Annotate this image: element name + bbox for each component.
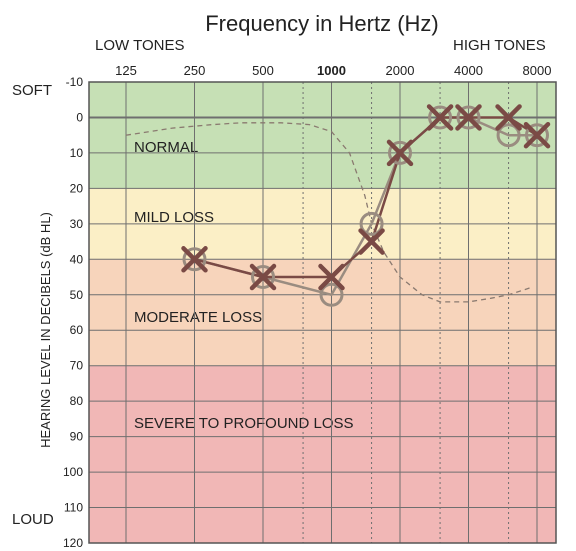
reference-curve xyxy=(125,122,531,303)
y-tick-label: 100 xyxy=(63,465,83,479)
x-tick-label: 250 xyxy=(184,63,206,78)
y-tick-label: 70 xyxy=(70,359,84,373)
data-point-x xyxy=(455,104,482,131)
data-point-circle xyxy=(388,140,412,165)
y-tick-label: 40 xyxy=(70,252,84,266)
data-point-circle xyxy=(428,105,453,130)
data-point-x xyxy=(495,104,522,131)
data-point-x xyxy=(249,263,277,291)
y-tick-label: -10 xyxy=(66,75,84,89)
data-point-circle xyxy=(182,247,207,272)
y-tick-label: 110 xyxy=(64,501,83,515)
loud-label: LOUD xyxy=(12,511,54,528)
series-layer xyxy=(181,104,551,307)
zone-label: SEVERE TO PROFOUND LOSS xyxy=(134,415,354,432)
y-tick-label: 60 xyxy=(70,323,84,337)
y-axis-label: HEARING LEVEL IN DECIBELS (dB HL) xyxy=(38,212,53,448)
data-point-circle xyxy=(319,282,344,307)
y-tick-label: 50 xyxy=(70,288,84,302)
zone-band xyxy=(89,365,556,543)
y-tick-label: 0 xyxy=(76,110,83,124)
x-tick-label: 2000 xyxy=(386,63,415,78)
y-tick-label: 20 xyxy=(70,181,84,195)
x-tick-label: 125 xyxy=(115,63,137,78)
reference-curve-layer xyxy=(125,122,531,303)
data-point-x xyxy=(318,263,345,291)
soft-label: SOFT xyxy=(12,82,52,99)
y-tick-label: 80 xyxy=(70,394,84,408)
data-point-x xyxy=(523,121,551,149)
axes: -10 0 10 20 30 40 50 60 70 80 90 100 110 120 125 250 500… xyxy=(63,63,551,550)
data-point-circle xyxy=(251,265,275,290)
y-tick-label: 30 xyxy=(70,217,84,231)
x-tick-label: 8000 xyxy=(523,63,552,78)
plot-frame xyxy=(88,81,557,544)
chart-title: Frequency in Hertz (Hz) xyxy=(205,11,439,36)
data-point-circle xyxy=(525,123,549,148)
y-tick-label: 90 xyxy=(70,430,84,444)
grid xyxy=(88,81,557,544)
x-tick-label: 4000 xyxy=(454,63,483,78)
zone-band xyxy=(89,82,556,189)
zone-label: NORMAL xyxy=(134,139,198,156)
data-point-circle xyxy=(456,105,481,130)
data-point-circle xyxy=(496,123,521,148)
high-tones-label: HIGH TONES xyxy=(453,37,546,54)
x-tick-label: 500 xyxy=(252,63,274,78)
y-tick-label: 120 xyxy=(63,536,83,550)
x-tick-label: 1000 xyxy=(317,63,346,78)
data-point-x xyxy=(386,139,414,167)
low-tones-label: LOW TONES xyxy=(95,37,184,54)
data-point-x xyxy=(426,104,454,131)
data-point-circle xyxy=(359,211,384,236)
y-tick-label: 10 xyxy=(70,146,84,160)
zone-label: MODERATE LOSS xyxy=(134,309,262,326)
data-point-x xyxy=(181,246,208,273)
data-point-x xyxy=(358,228,385,255)
